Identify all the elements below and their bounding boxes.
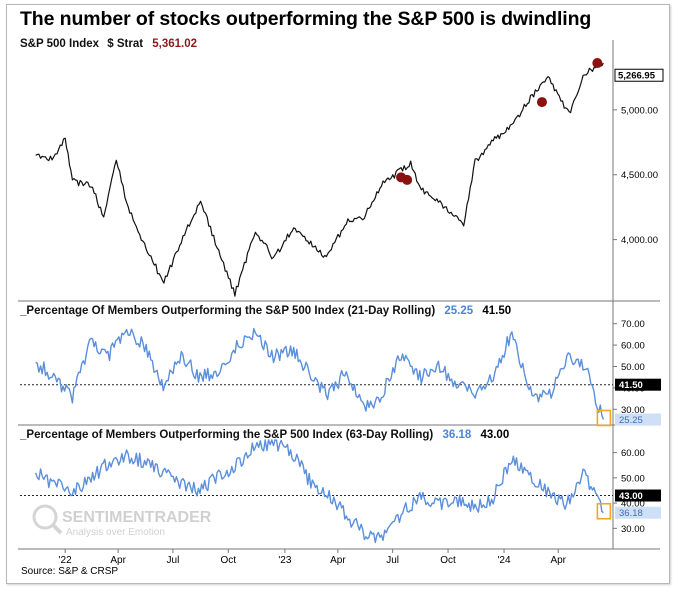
y-tick-label: 4,000.00 [621,235,658,246]
reference-value-box [615,378,661,391]
axis-layer [18,40,660,553]
y-tick-label: 50.00 [621,473,645,484]
x-tick-label: Apr [550,555,566,566]
breadth63-legend-value: 36.18 [442,429,472,441]
breadth21-legend: _Percentage Of Members Outperforming the… [20,305,511,317]
breadth63-legend-reference: 43.00 [480,429,510,441]
signal-point [402,174,413,185]
watermark: SENTIMENTRADER Analysis over Emotion [32,504,212,538]
x-tick-label: '22 [59,555,72,566]
y-tick-label: 40.00 [621,499,645,510]
breadth21-legend-value: 25.25 [444,305,474,317]
breadth-line [35,327,605,420]
x-tick-label: Oct [221,555,237,566]
watermark-tagline: Analysis over Emotion [66,527,165,538]
last-point-marker [596,502,612,520]
x-tick-label: Apr [110,555,126,566]
last-value-box [615,413,661,426]
last-value-box [614,68,664,82]
watermark-logo-icon [32,504,58,530]
last-value-label: 25.25 [619,415,643,426]
x-tick-label: Jul [167,555,180,566]
source-note: Source: S&P & CRSP [21,566,119,577]
y-tick-label: 30.00 [621,524,645,535]
watermark-logo-handle [51,523,63,535]
x-tick-label: '23 [278,555,291,566]
breadth-line [35,439,604,544]
price-line [35,62,604,297]
chart-frame [6,4,670,584]
y-tick-label: 50.00 [621,362,645,373]
price-legend-unit: $ Strat [107,38,144,50]
reference-value-box [615,489,661,502]
price-legend: S&P 500 Index $ Strat 5,361.02 [20,38,197,50]
last-value-box [615,506,661,519]
x-tick-label: Jul [386,555,399,566]
signal-point [536,97,547,108]
chart-title: The number of stocks outperforming the S… [20,8,592,30]
breadth63-legend: _Percentage of Members Outperforming the… [20,429,509,441]
breadth63-legend-name: _Percentage of Members Outperforming the… [20,429,434,441]
breadth21-legend-reference: 41.50 [482,305,512,317]
plot-layer [20,58,613,544]
reference-value-label: 41.50 [619,380,643,391]
last-value-label: 5,266.95 [618,71,656,82]
price-legend-value: 5,361.02 [152,38,198,50]
x-tick-label: Apr [330,555,346,566]
x-tick-label: '24 [498,555,511,566]
breadth21-legend-name: _Percentage Of Members Outperforming the… [20,305,436,317]
y-tick-label: 60.00 [621,448,645,459]
x-tick-label: Oct [440,555,456,566]
price-legend-name: S&P 500 Index [20,38,100,50]
last-value-label: 36.18 [619,508,643,519]
y-tick-label: 70.00 [621,319,645,330]
y-tick-label: 30.00 [621,405,645,416]
reference-value-label: 43.00 [619,491,643,502]
watermark-name: SENTIMENTRADER [62,509,212,526]
y-tick-label: 60.00 [621,341,645,352]
y-tick-label: 4,500.00 [621,170,658,181]
y-tick-label: 5,000.00 [621,105,658,116]
label-layer: '22 Apr Jul Oct '23 Apr Jul Oct '24 Apr 4,000.00 4,… [59,68,664,566]
last-point-marker [596,409,612,427]
signal-point [592,58,603,69]
